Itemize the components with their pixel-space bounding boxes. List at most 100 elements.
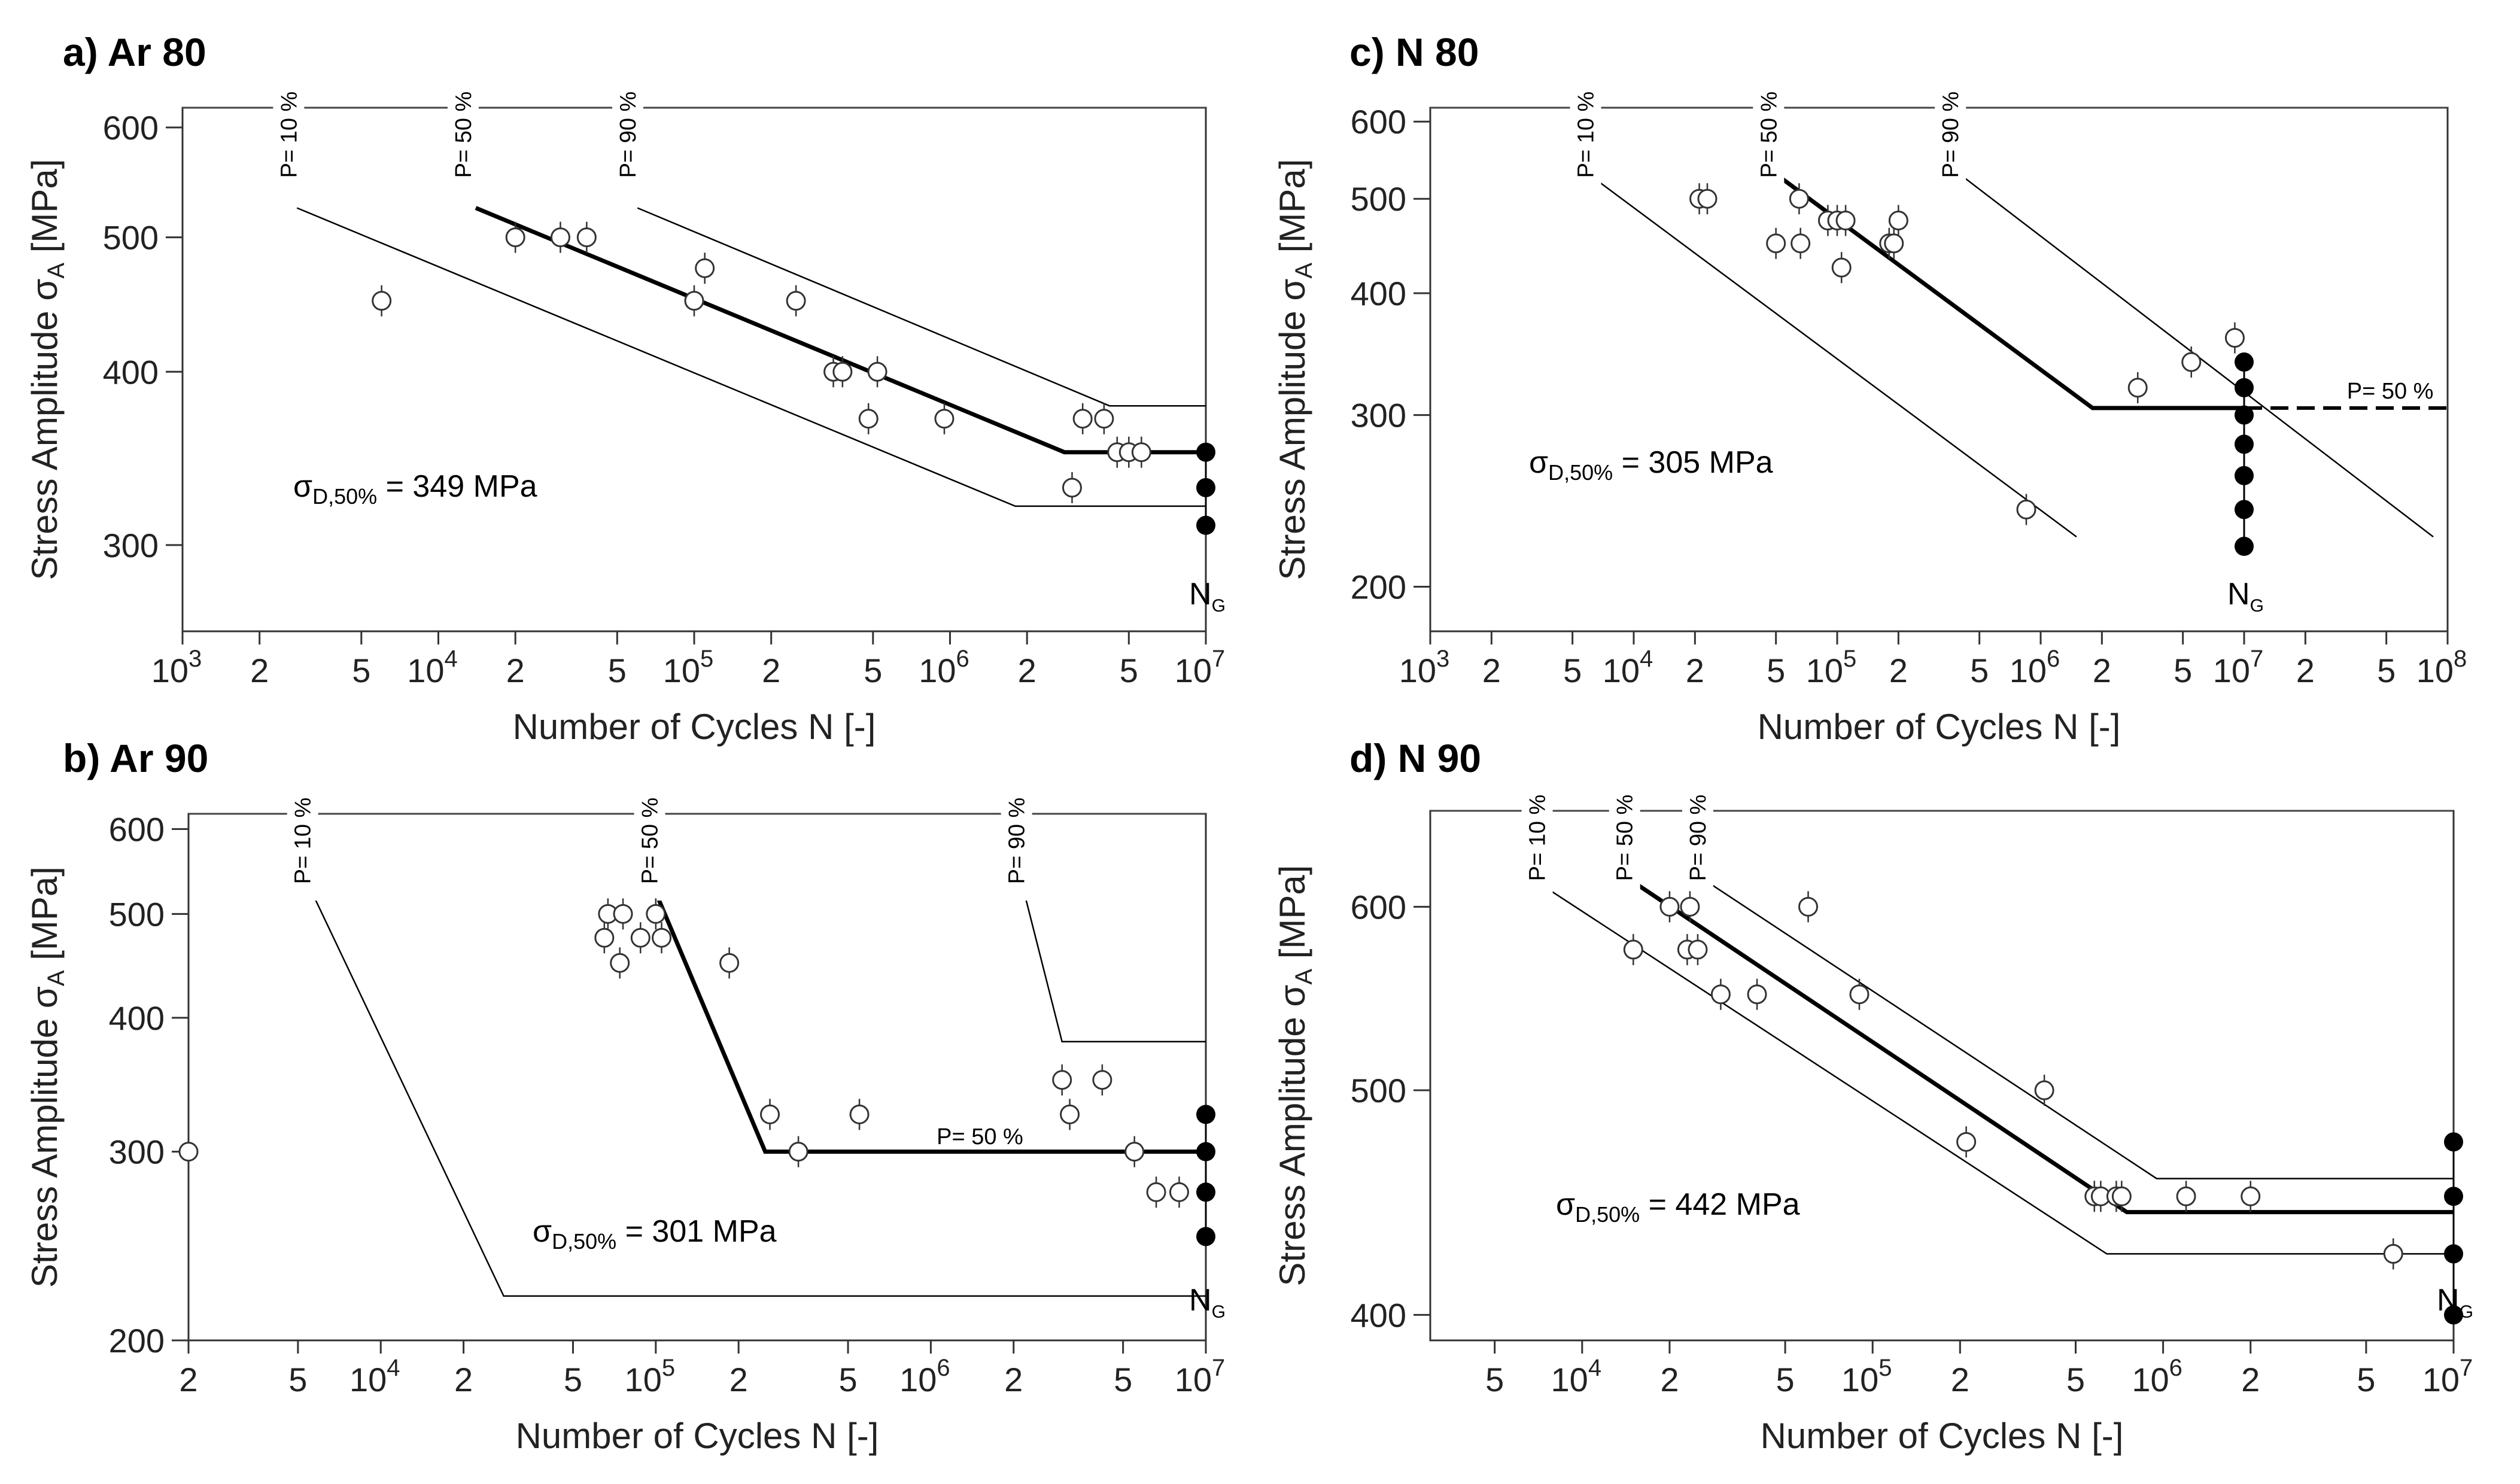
data-point xyxy=(1835,210,1856,230)
y-axis-label-unit: [MPa] xyxy=(25,159,65,263)
x-tick-base: 2 xyxy=(729,1361,748,1398)
probability-label: P= 10 % xyxy=(291,798,316,884)
probability-line-p-50- xyxy=(1774,172,2244,410)
x-tick-base: 2 xyxy=(454,1361,473,1398)
x-tick-exponent: 6 xyxy=(2047,646,2060,672)
y-tick-label: 600 xyxy=(1351,888,1406,926)
x-tick-base: 2 xyxy=(179,1361,197,1398)
x-tick-base: 10 xyxy=(2132,1361,2169,1398)
x-tick-base: 10 xyxy=(1175,1361,1212,1398)
panel-title: d) N 90 xyxy=(1349,736,1481,780)
x-tick-label: 104 xyxy=(1603,646,1653,689)
x-tick-label: 5 xyxy=(564,1361,582,1398)
x-tick-label: 5 xyxy=(864,652,882,689)
x-tick-base: 5 xyxy=(1767,652,1785,689)
x-tick-label: 105 xyxy=(1806,646,1857,689)
probability-label-background xyxy=(634,781,665,901)
data-point xyxy=(832,361,853,382)
y-tick-label: 200 xyxy=(109,1322,165,1360)
x-tick-exponent: 5 xyxy=(662,1355,675,1381)
y-axis-label-main: Stress Amplitude σ xyxy=(1272,985,1312,1287)
probability-label-background xyxy=(447,75,479,194)
x-tick-label: 106 xyxy=(919,646,969,689)
data-point xyxy=(576,227,597,248)
endurance-limit-label: σD,50% = 305 MPa xyxy=(1529,445,1773,485)
y-tick-label: 600 xyxy=(103,109,159,147)
x-tick-base: 5 xyxy=(2357,1361,2375,1398)
data-point xyxy=(610,953,630,973)
x-tick-label: 5 xyxy=(1767,652,1785,689)
x-tick-base: 5 xyxy=(352,652,370,689)
x-tick-base: 10 xyxy=(2416,652,2454,689)
x-tick-label: 2 xyxy=(2093,652,2111,689)
x-tick-base: 2 xyxy=(1889,652,1908,689)
data-point xyxy=(1884,233,1904,254)
x-tick-label: 5 xyxy=(1970,652,1989,689)
x-tick-exponent: 7 xyxy=(2460,1355,2473,1381)
data-point xyxy=(1888,210,1908,230)
ng-label: NG xyxy=(2227,577,2264,616)
ng-label: NG xyxy=(1189,577,1226,616)
x-tick-base: 5 xyxy=(1120,652,1138,689)
probability-line-p-10- xyxy=(296,207,1206,507)
x-tick-base: 10 xyxy=(2422,1361,2460,1398)
y-axis-label: Stress Amplitude σA [MPa] xyxy=(1272,159,1317,580)
probability-label-background xyxy=(1570,75,1601,194)
ng-label-base: N xyxy=(1189,1283,1212,1318)
probability-label: P= 50 % xyxy=(1756,92,1782,178)
y-axis-label-main: Stress Amplitude σ xyxy=(25,986,65,1288)
y-tick-label: 200 xyxy=(1351,568,1406,606)
probability-line-p-10- xyxy=(308,886,1206,1297)
x-tick-label: 107 xyxy=(1175,1355,1226,1398)
x-axis-label: Number of Cycles N [-] xyxy=(1761,1416,2124,1456)
x-tick-exponent: 6 xyxy=(956,646,969,672)
x-tick-label: 2 xyxy=(250,652,269,689)
runout-point xyxy=(1196,1105,1215,1124)
data-point xyxy=(867,361,887,382)
probability-label: P= 90 % xyxy=(616,92,641,178)
x-tick-label: 5 xyxy=(838,1361,857,1398)
x-tick-label: 104 xyxy=(349,1355,400,1398)
endurance-symbol: σ xyxy=(1556,1187,1575,1222)
x-tick-label: 103 xyxy=(1399,646,1450,689)
x-tick-label: 105 xyxy=(1841,1355,1892,1398)
x-tick-base: 2 xyxy=(1004,1361,1023,1398)
probability-label-background xyxy=(287,781,318,901)
data-point xyxy=(2224,328,2245,348)
x-tick-base: 10 xyxy=(625,1361,662,1398)
x-tick-base: 10 xyxy=(2010,652,2047,689)
x-tick-base: 5 xyxy=(2066,1361,2085,1398)
endurance-value: = 349 MPa xyxy=(377,469,537,504)
x-tick-label: 5 xyxy=(1114,1361,1132,1398)
runout-point xyxy=(1196,1182,1215,1202)
x-tick-base: 5 xyxy=(1970,652,1989,689)
data-point xyxy=(1052,1070,1072,1090)
data-point xyxy=(2111,1186,2132,1206)
data-point xyxy=(849,1104,870,1124)
x-tick-label: 2 xyxy=(1686,652,1704,689)
runout-point xyxy=(1196,515,1215,535)
probability-label: P= 50 % xyxy=(1613,795,1638,881)
x-tick-base: 10 xyxy=(1603,652,1640,689)
x-tick-base: 5 xyxy=(1776,1361,1795,1398)
x-tick-label: 5 xyxy=(1563,652,1582,689)
data-point xyxy=(1060,1104,1080,1124)
data-point xyxy=(1791,233,1811,254)
data-point xyxy=(1072,409,1093,429)
data-point xyxy=(1659,896,1680,917)
ng-label-base: N xyxy=(1189,577,1212,612)
data-point xyxy=(788,1142,808,1162)
ng-label-sub: G xyxy=(1212,596,1226,616)
x-tick-base: 2 xyxy=(1660,1361,1679,1398)
x-tick-exponent: 6 xyxy=(2169,1355,2182,1381)
x-tick-base: 10 xyxy=(663,652,700,689)
data-point xyxy=(1747,984,1767,1005)
x-tick-exponent: 3 xyxy=(189,646,202,672)
x-tick-base: 2 xyxy=(1482,652,1501,689)
endurance-value: = 301 MPa xyxy=(616,1214,776,1249)
runout-point xyxy=(1196,442,1215,462)
data-point xyxy=(1831,257,1852,278)
